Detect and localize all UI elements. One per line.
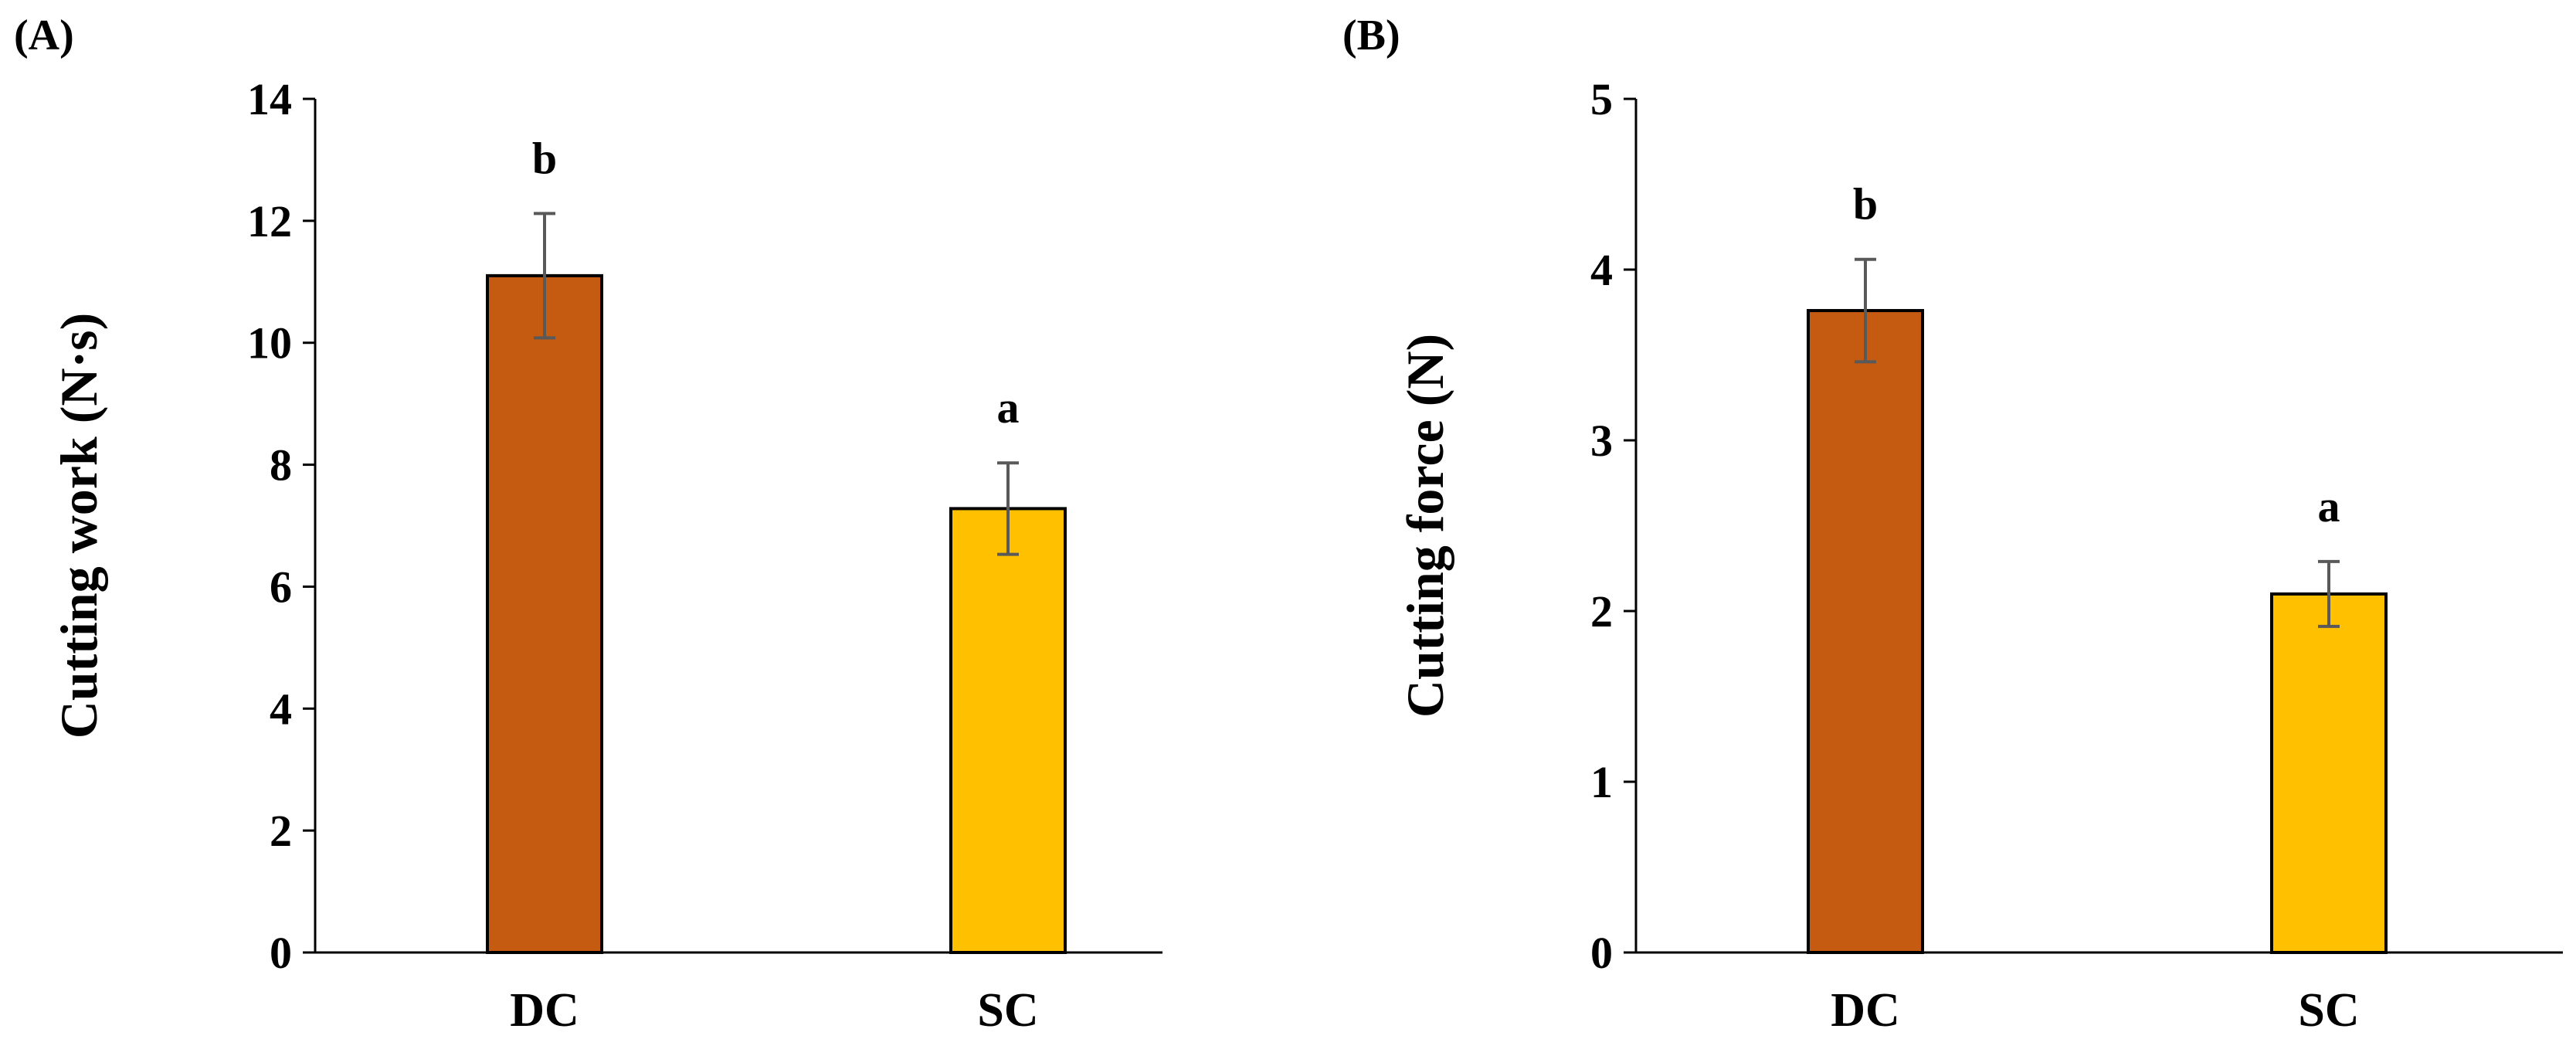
x-category-label-dc: DC [1831,984,1900,1037]
y-tick-label: 1 [1590,757,1613,807]
panel-b: (B) 0 1 2 3 4 5 Cutting force (N) b DC a SC [1342,12,2563,1037]
significance-letter-sc: a [2318,481,2340,531]
error-bar-sc [997,461,1019,556]
error-bar-dc [534,212,555,340]
panel-label: (B) [1342,12,1400,59]
y-axis-label: Cutting force (N) [1396,334,1454,718]
y-tick-label: 0 [270,928,292,978]
y-tick-label: 4 [1590,245,1613,295]
error-bar-sc [2318,559,2340,628]
x-category-label-sc: SC [977,984,1038,1037]
panel-a: (A) 0 2 4 6 8 10 12 14 Cutting work (N·s) b DC a SC [14,12,1162,1037]
y-tick-label: 2 [270,806,292,856]
y-tick-label: 10 [247,318,292,368]
x-category-label-sc: SC [2298,984,2359,1037]
bar-dc [1807,309,1924,955]
y-tick-label: 12 [247,196,292,246]
y-tick-label: 2 [1590,586,1613,637]
y-tick-label: 8 [270,440,292,491]
y-tick-label: 14 [247,74,292,124]
significance-letter-dc: b [532,133,557,183]
x-category-label-dc: DC [510,984,579,1037]
y-tick-label: 6 [270,562,292,612]
bar-dc [486,273,603,954]
significance-letter-dc: b [1853,179,1878,229]
panel-label: (A) [14,12,74,59]
error-bar-dc [1855,257,1876,364]
bar-sc [949,507,1067,954]
bar-sc [2270,592,2388,955]
y-axis-label: Cutting work (N·s) [49,313,108,739]
y-tick-label: 4 [270,684,292,734]
y-tick-label: 5 [1590,74,1613,124]
significance-letter-sc: a [997,382,1020,433]
y-tick-label: 0 [1590,928,1613,978]
y-tick-label: 3 [1590,416,1613,466]
